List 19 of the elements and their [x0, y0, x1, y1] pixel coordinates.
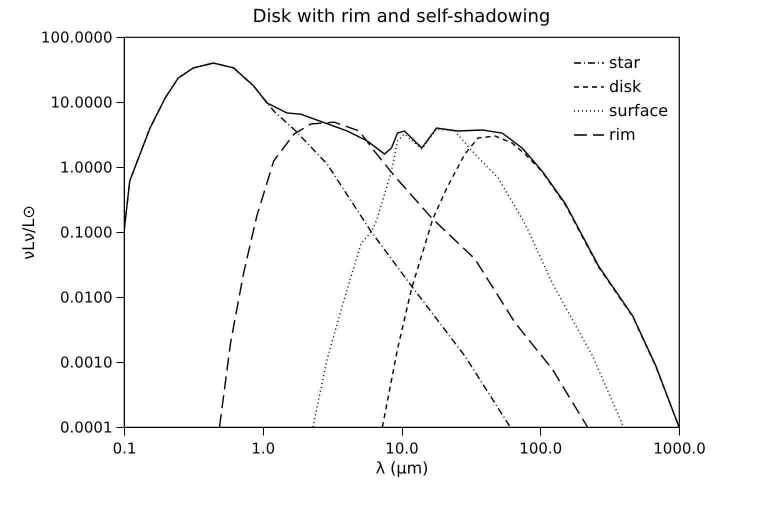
y-tick-label: 10.0000	[50, 94, 112, 112]
y-axis-title: νLν/L⊙	[18, 205, 38, 260]
y-tick-label: 1.0000	[60, 158, 112, 176]
legend-label: disk	[609, 77, 642, 96]
legend-label: surface	[609, 101, 668, 120]
y-tick-label: 0.1000	[60, 224, 112, 242]
x-tick-label: 1.0	[251, 440, 276, 458]
legend-label: star	[609, 53, 640, 72]
y-tick-label: 100.0000	[40, 28, 112, 46]
legend-label: rim	[609, 125, 636, 144]
x-tick-label: 0.1	[112, 440, 136, 458]
y-tick-label: 0.0100	[60, 288, 112, 306]
x-axis-title: λ (μm)	[376, 458, 428, 478]
y-tick-label: 0.0010	[60, 354, 112, 372]
x-tick-label: 100.0	[519, 440, 562, 458]
y-tick-label: 0.0001	[60, 418, 112, 436]
chart-title: Disk with rim and self-shadowing	[252, 6, 550, 27]
x-tick-label: 10.0	[385, 440, 419, 458]
x-tick-label: 1000.0	[653, 440, 706, 458]
